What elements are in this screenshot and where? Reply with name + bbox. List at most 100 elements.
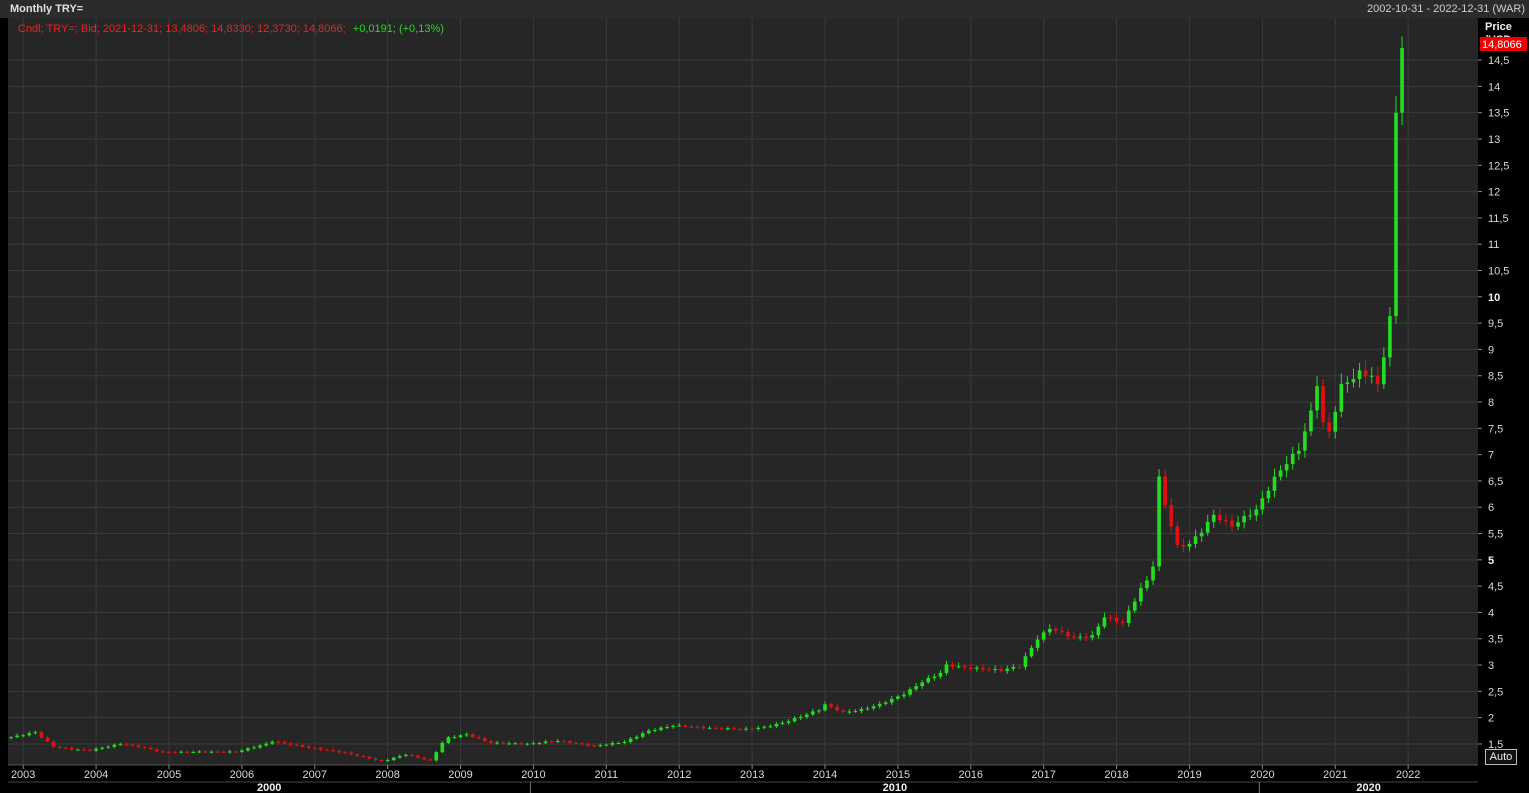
auto-scale-button[interactable]: Auto — [1485, 749, 1517, 765]
candle-body — [956, 666, 961, 668]
candle — [938, 670, 943, 679]
candle-body — [209, 751, 214, 753]
candle — [859, 706, 864, 714]
candle — [950, 661, 955, 670]
y-tick-label: 13 — [1488, 134, 1500, 146]
candle-body — [513, 743, 518, 745]
x-tick-label: 2003 — [11, 769, 35, 781]
candle-body — [1187, 543, 1192, 547]
candle — [871, 704, 876, 711]
legend-series-info: Cndl; TRY=; Bid; 2021-12-31; 13,4806; 14… — [18, 23, 346, 35]
candle — [39, 730, 44, 740]
candle-body — [227, 751, 232, 753]
candle — [300, 744, 305, 749]
candle-body — [762, 726, 767, 728]
x-axis: 2003 2004 2005 2006 2007 2008 2009 2010 2011 2012… — [11, 765, 1420, 781]
candle-body — [640, 733, 645, 737]
candle — [167, 750, 171, 754]
candle-body — [744, 728, 748, 730]
candle — [920, 679, 925, 689]
decade-axis: 2000 2010 2020 — [8, 781, 1478, 793]
candle-body — [264, 743, 268, 746]
candle — [155, 748, 159, 753]
candle — [233, 750, 238, 754]
candle — [683, 723, 688, 729]
candle — [543, 739, 548, 745]
candle-body — [1236, 522, 1240, 527]
y-tick-label: 12,5 — [1488, 160, 1509, 172]
candle-body — [695, 726, 700, 728]
candle — [161, 749, 165, 754]
candle-body — [926, 678, 931, 683]
candle-body — [221, 751, 226, 753]
candle — [1084, 633, 1089, 641]
candle — [1242, 510, 1246, 529]
candle-body — [1303, 431, 1307, 451]
candle — [282, 740, 287, 745]
candle — [1096, 623, 1101, 639]
candle — [902, 691, 906, 699]
candle-body — [1205, 521, 1210, 533]
candle — [124, 742, 129, 747]
candle — [446, 736, 451, 745]
candle — [1066, 628, 1070, 641]
candle — [513, 742, 518, 745]
candle-body — [756, 727, 761, 730]
candle — [397, 754, 402, 759]
y-tick-label: 8,5 — [1488, 371, 1503, 383]
candle-body — [33, 732, 38, 734]
candle — [452, 735, 457, 739]
candle-body — [1035, 639, 1040, 648]
candle — [1132, 597, 1137, 614]
candle-body — [1163, 476, 1167, 506]
candle-body — [501, 742, 505, 744]
candle-body — [112, 744, 117, 747]
candle-body — [440, 742, 445, 753]
candle — [1060, 626, 1064, 635]
candle — [823, 701, 827, 712]
candle — [458, 734, 463, 739]
candle — [1236, 515, 1240, 531]
candle-body — [1333, 411, 1338, 432]
candle-body — [829, 704, 833, 707]
candle — [1041, 630, 1046, 643]
candle — [725, 726, 730, 731]
legend-text: Cndl; TRY=; Bid; 2021-12-31; 13,4806; 14… — [18, 23, 444, 35]
candle — [288, 742, 293, 747]
candlestick-chart[interactable]: 1,5 2 2,5 3 3,5 4 4,5 5 5,5 6 6,5 7 7,5 8 8,5 9 9,5 10 10,… — [0, 18, 1529, 793]
candle-body — [306, 746, 311, 748]
candle — [136, 743, 141, 749]
y-tick-label: 9 — [1488, 344, 1494, 356]
candle — [1278, 465, 1283, 481]
candle — [9, 736, 13, 740]
candle — [932, 673, 937, 681]
candle — [531, 741, 536, 745]
candle — [926, 674, 931, 684]
x-tick-label: 2014 — [813, 769, 837, 781]
candle — [1303, 423, 1307, 458]
candle-body — [1175, 526, 1180, 546]
candle-body — [1139, 588, 1143, 602]
candle-body — [495, 742, 499, 744]
candle — [634, 735, 639, 740]
candle-body — [233, 751, 238, 753]
candle-body — [130, 744, 135, 746]
date-range[interactable]: 2002-10-31 - 2022-12-31 (WAR) — [1367, 3, 1525, 15]
candle-body — [1090, 635, 1095, 638]
candle — [914, 682, 918, 692]
candle — [312, 746, 317, 750]
candle — [142, 745, 147, 750]
candle — [519, 741, 524, 746]
candle — [762, 725, 767, 730]
candle-body — [908, 689, 912, 695]
x-tick-label: 2013 — [740, 769, 764, 781]
y-tick-label: 4,5 — [1488, 581, 1503, 593]
candle-body — [531, 743, 536, 745]
candle — [1145, 575, 1149, 592]
candle — [483, 736, 487, 743]
x-tick-label: 2016 — [959, 769, 983, 781]
candle-body — [774, 723, 779, 727]
candle — [440, 741, 445, 754]
decade-label: 2010 — [883, 782, 907, 793]
candle-body — [428, 759, 432, 761]
